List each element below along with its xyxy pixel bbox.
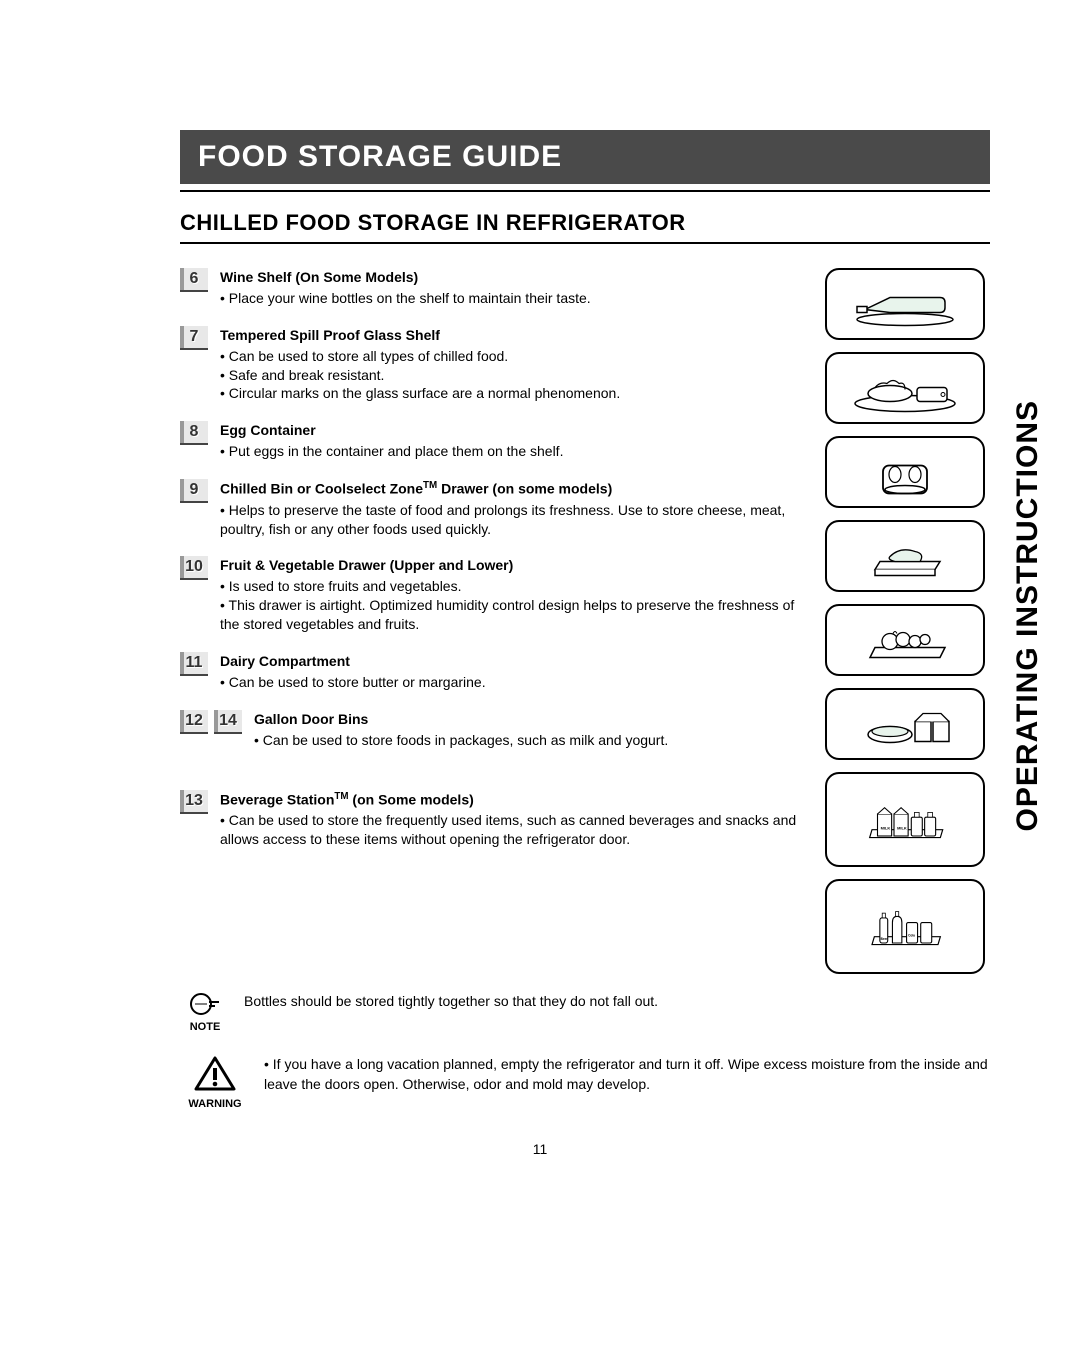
storage-item: 13 Beverage StationTM (on Some models)Can… <box>180 790 800 849</box>
item-body: Wine Shelf (On Some Models) Place your wi… <box>220 268 800 308</box>
item-number-badges: 9 <box>180 479 208 538</box>
warning-text-content: If you have a long vacation planned, emp… <box>264 1056 988 1092</box>
item-title: Chilled Bin or Coolselect ZoneTM Drawer … <box>220 479 800 499</box>
illus-fruit-veg <box>825 604 985 676</box>
illus-gallon-bins: MILK MILK <box>825 772 985 867</box>
item-number-badge: 10 <box>180 556 208 580</box>
svg-text:Cola: Cola <box>908 934 915 938</box>
side-section-label: OPERATING INSTRUCTIONS <box>1011 400 1045 831</box>
item-body: Chilled Bin or Coolselect ZoneTM Drawer … <box>220 479 800 538</box>
item-body: Tempered Spill Proof Glass Shelf Can be u… <box>220 326 800 404</box>
item-body: Dairy Compartment Can be used to store bu… <box>220 652 800 692</box>
item-title: Beverage StationTM (on Some models) <box>220 790 800 810</box>
item-number-badge: 8 <box>180 421 208 445</box>
item-bullets: Helps to preserve the taste of food and … <box>220 501 800 539</box>
item-bullets: Can be used to store foods in packages, … <box>254 731 800 750</box>
illustration-column: MILK MILK Beer Cola <box>820 268 990 974</box>
svg-text:MILK: MILK <box>881 826 891 831</box>
content-area: 6 Wine Shelf (On Some Models) Place your w… <box>180 268 990 974</box>
item-title: Gallon Door Bins <box>254 710 800 729</box>
item-body: Gallon Door Bins Can be used to store foo… <box>254 710 800 750</box>
item-number-badge: 6 <box>180 268 208 292</box>
item-title: Egg Container <box>220 421 800 440</box>
item-number-badges: 6 <box>180 268 208 308</box>
item-bullets: Place your wine bottles on the shelf to … <box>220 289 800 308</box>
item-bullet: Can be used to store the frequently used… <box>220 811 800 849</box>
item-bullet: Circular marks on the glass surface are … <box>220 384 800 403</box>
warning-text: • If you have a long vacation planned, e… <box>264 1055 990 1094</box>
warning-row: WARNING • If you have a long vacation pl… <box>180 1055 990 1110</box>
item-body: Egg Container Put eggs in the container a… <box>220 421 800 461</box>
illus-dairy <box>825 688 985 760</box>
page-number: 11 <box>0 1141 1080 1157</box>
item-number-badges: 11 <box>180 652 208 692</box>
item-bullets: Can be used to store the frequently used… <box>220 811 800 849</box>
item-number-badge: 7 <box>180 326 208 350</box>
note-row: NOTE Bottles should be stored tightly to… <box>180 992 990 1033</box>
illus-glass-shelf <box>825 352 985 424</box>
item-number-badge: 14 <box>214 710 242 734</box>
item-bullet: Can be used to store all types of chille… <box>220 347 800 366</box>
item-bullet: Put eggs in the container and place them… <box>220 442 800 461</box>
note-label: NOTE <box>180 1021 230 1033</box>
item-title: Wine Shelf (On Some Models) <box>220 268 800 287</box>
warning-icon <box>193 1055 237 1093</box>
item-bullet: Can be used to store butter or margarine… <box>220 673 800 692</box>
storage-item: 7 Tempered Spill Proof Glass Shelf Can be … <box>180 326 800 404</box>
storage-item: 9 Chilled Bin or Coolselect ZoneTM Drawer… <box>180 479 800 538</box>
illus-egg-container <box>825 436 985 508</box>
page-title-bar: FOOD STORAGE GUIDE <box>180 130 990 184</box>
page-subtitle: CHILLED FOOD STORAGE IN REFRIGERATOR <box>180 210 990 244</box>
item-bullets: Put eggs in the container and place them… <box>220 442 800 461</box>
illus-wine-bottle <box>825 268 985 340</box>
storage-item: 11 Dairy Compartment Can be used to store … <box>180 652 800 692</box>
item-number-badges: 1214 <box>180 710 242 750</box>
note-icon <box>189 992 221 1016</box>
item-bullets: Can be used to store butter or margarine… <box>220 673 800 692</box>
item-bullets: Can be used to store all types of chille… <box>220 347 800 404</box>
note-text: Bottles should be stored tightly togethe… <box>244 992 990 1012</box>
illus-beverage-station: Beer Cola <box>825 879 985 974</box>
storage-item: 1214 Gallon Door Bins Can be used to store… <box>180 710 800 750</box>
item-body: Beverage StationTM (on Some models)Can b… <box>220 790 800 849</box>
illus-chilled-bin <box>825 520 985 592</box>
item-title: Tempered Spill Proof Glass Shelf <box>220 326 800 345</box>
item-title: Fruit & Vegetable Drawer (Upper and Lowe… <box>220 556 800 575</box>
item-number-badge: 9 <box>180 479 208 503</box>
item-bullet: Can be used to store foods in packages, … <box>254 731 800 750</box>
text-column: 6 Wine Shelf (On Some Models) Place your w… <box>180 268 800 974</box>
item-bullet: Place your wine bottles on the shelf to … <box>220 289 800 308</box>
item-number-badge: 11 <box>180 652 208 676</box>
item-bullet: Is used to store fruits and vegetables. <box>220 577 800 596</box>
item-number-badges: 8 <box>180 421 208 461</box>
item-number-badge: 12 <box>180 710 208 734</box>
storage-item: 6 Wine Shelf (On Some Models) Place your w… <box>180 268 800 308</box>
item-title: Dairy Compartment <box>220 652 800 671</box>
item-number-badge: 13 <box>180 790 208 814</box>
title-underline <box>180 190 990 192</box>
warning-label: WARNING <box>180 1098 250 1110</box>
item-number-badges: 7 <box>180 326 208 404</box>
item-bullet: Safe and break resistant. <box>220 366 800 385</box>
item-number-badges: 13 <box>180 790 208 849</box>
item-bullet: This drawer is airtight. Optimized humid… <box>220 596 800 634</box>
item-number-badges: 10 <box>180 556 208 634</box>
item-bullet: Helps to preserve the taste of food and … <box>220 501 800 539</box>
item-body: Fruit & Vegetable Drawer (Upper and Lowe… <box>220 556 800 634</box>
item-bullets: Is used to store fruits and vegetables.T… <box>220 577 800 634</box>
storage-item: 8 Egg Container Put eggs in the container … <box>180 421 800 461</box>
svg-text:MILK: MILK <box>897 826 907 831</box>
storage-item: 10 Fruit & Vegetable Drawer (Upper and Lo… <box>180 556 800 634</box>
svg-text:Beer: Beer <box>881 937 889 941</box>
